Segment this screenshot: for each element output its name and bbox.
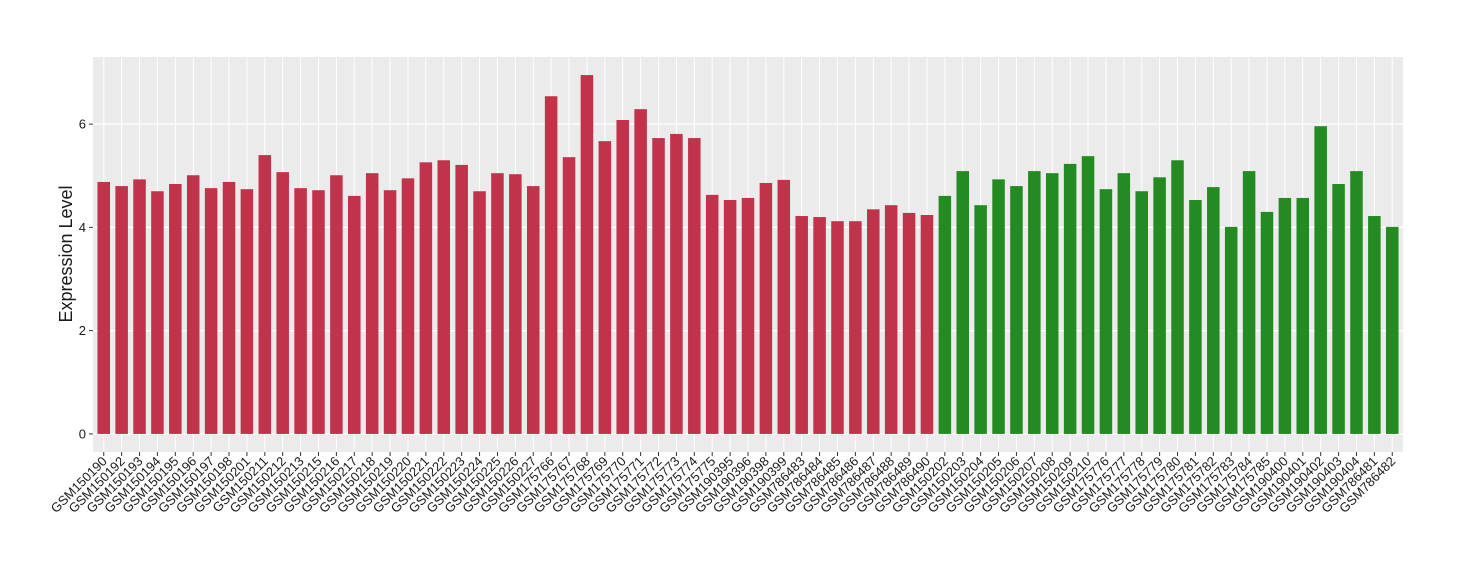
bar <box>276 172 289 434</box>
bar <box>1260 211 1274 434</box>
bar <box>473 191 486 434</box>
bar <box>169 184 182 434</box>
bar <box>401 178 415 434</box>
bar <box>580 75 594 434</box>
bar <box>634 109 647 434</box>
bar <box>1242 171 1256 434</box>
bar <box>1189 200 1202 434</box>
bar <box>365 173 379 434</box>
bar <box>294 188 307 434</box>
bar <box>1081 156 1095 434</box>
bar <box>920 215 934 434</box>
bar <box>526 186 540 434</box>
bar <box>312 190 325 434</box>
bar <box>688 138 701 434</box>
bar <box>562 157 576 434</box>
bar <box>992 179 1005 434</box>
bar <box>1332 184 1345 434</box>
bar <box>1314 126 1327 434</box>
bar <box>1278 197 1292 434</box>
bar <box>455 164 468 434</box>
bar <box>902 212 916 434</box>
bar <box>133 179 146 434</box>
bar <box>1350 171 1363 434</box>
bar <box>348 195 361 434</box>
bar <box>1028 171 1041 434</box>
bar <box>1153 177 1166 434</box>
bar <box>849 221 862 434</box>
bar <box>115 186 128 434</box>
bar <box>705 194 719 434</box>
bar <box>759 182 773 434</box>
bar <box>383 190 397 434</box>
y-tick-label: 0 <box>79 426 86 441</box>
bar <box>956 171 970 434</box>
bar <box>1063 163 1077 434</box>
bar <box>1368 216 1381 434</box>
bar <box>723 200 737 434</box>
bar <box>1117 173 1131 434</box>
bar <box>831 221 844 434</box>
bar <box>97 181 111 434</box>
y-tick-label: 6 <box>79 117 86 132</box>
y-tick-label: 4 <box>79 220 86 235</box>
bar <box>509 174 522 434</box>
y-axis-label: Expression Level <box>56 185 76 322</box>
bar <box>222 181 236 434</box>
bar <box>186 175 200 434</box>
bar <box>1171 160 1184 434</box>
bar <box>938 195 952 434</box>
bar <box>330 175 343 434</box>
bar <box>419 162 433 434</box>
bar <box>204 188 218 434</box>
bar <box>1224 226 1238 434</box>
bar <box>1296 197 1310 434</box>
bar <box>1099 189 1113 434</box>
bar <box>437 160 451 434</box>
bar <box>670 133 683 434</box>
bar <box>741 197 755 434</box>
bar <box>544 96 558 434</box>
bar <box>258 155 272 434</box>
bar <box>240 189 254 434</box>
y-tick-label: 2 <box>79 323 86 338</box>
bar <box>1045 173 1059 434</box>
bar <box>974 205 987 434</box>
bar <box>777 179 791 434</box>
bar <box>151 191 164 434</box>
bar <box>598 141 612 434</box>
bar <box>616 119 629 434</box>
bar <box>1010 186 1023 434</box>
bar <box>867 209 880 434</box>
bar <box>1135 191 1148 434</box>
bar <box>1385 226 1399 434</box>
bar <box>491 173 504 434</box>
bar <box>1207 187 1220 434</box>
bar <box>813 217 826 434</box>
bar <box>884 205 898 434</box>
bar <box>795 216 808 434</box>
bar <box>652 138 665 434</box>
